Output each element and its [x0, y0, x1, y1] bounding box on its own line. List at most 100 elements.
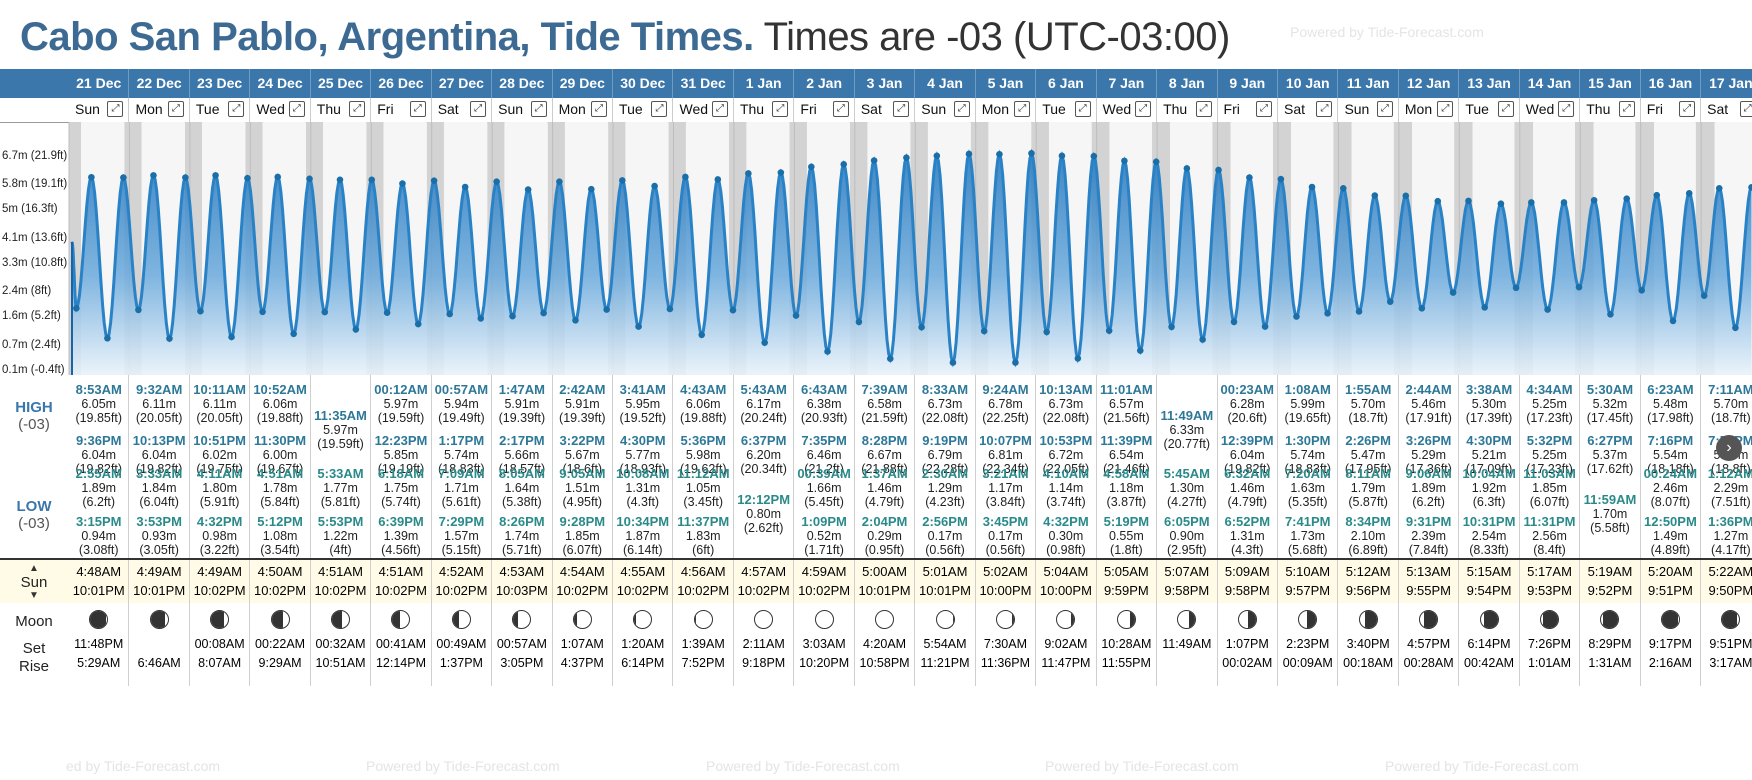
expand-icon[interactable]: ⤢	[530, 101, 547, 117]
tide-point[interactable]	[321, 308, 329, 316]
tide-point[interactable]	[556, 178, 563, 185]
tide-point[interactable]	[635, 323, 642, 330]
tide-point[interactable]	[352, 326, 360, 333]
tide-point[interactable]	[1230, 318, 1238, 326]
tide-point[interactable]	[1136, 347, 1144, 354]
tide-point[interactable]	[493, 178, 500, 185]
tide-point[interactable]	[1246, 174, 1253, 181]
expand-icon[interactable]: ⤢	[953, 101, 970, 117]
tide-point[interactable]	[840, 161, 848, 168]
tide-point[interactable]	[1277, 175, 1285, 183]
tide-point[interactable]	[980, 327, 988, 335]
tide-point[interactable]	[903, 154, 910, 162]
tide-point[interactable]	[259, 308, 266, 316]
tide-point[interactable]	[290, 330, 297, 338]
tide-point[interactable]	[1324, 310, 1331, 317]
tide-point[interactable]	[430, 177, 438, 185]
tide-point[interactable]	[572, 316, 579, 324]
tide-point[interactable]	[1168, 323, 1175, 331]
tide-point[interactable]	[1028, 150, 1035, 157]
tide-point[interactable]	[212, 172, 219, 179]
tide-point[interactable]	[1090, 152, 1098, 160]
tide-point[interactable]	[73, 305, 80, 312]
tide-point[interactable]	[1669, 317, 1677, 325]
tide-point[interactable]	[1293, 313, 1300, 320]
tide-point[interactable]	[120, 174, 127, 181]
expand-icon[interactable]: ⤢	[1014, 101, 1031, 117]
tide-point[interactable]	[651, 182, 658, 190]
tide-point[interactable]	[745, 170, 752, 177]
tide-point[interactable]	[88, 173, 95, 181]
expand-icon[interactable]: ⤢	[349, 101, 366, 117]
tide-point[interactable]	[1638, 287, 1646, 294]
tide-point[interactable]	[166, 335, 173, 342]
tide-point[interactable]	[1371, 192, 1379, 199]
tide-point[interactable]	[1685, 190, 1693, 197]
tide-point[interactable]	[1418, 305, 1426, 312]
tide-point[interactable]	[1590, 196, 1598, 204]
expand-icon[interactable]: ⤢	[711, 101, 728, 117]
tide-point[interactable]	[383, 309, 391, 317]
tide-point[interactable]	[368, 176, 376, 184]
tide-point[interactable]	[414, 320, 422, 328]
tide-point[interactable]	[1043, 328, 1050, 336]
tide-point[interactable]	[1105, 327, 1113, 334]
expand-icon[interactable]: ⤢	[893, 101, 910, 117]
expand-icon[interactable]: ⤢	[1558, 101, 1575, 117]
expand-icon[interactable]: ⤢	[167, 101, 184, 117]
tide-point[interactable]	[792, 312, 800, 319]
tide-point[interactable]	[1355, 308, 1363, 315]
tide-point[interactable]	[808, 163, 815, 171]
expand-icon[interactable]: ⤢	[1074, 101, 1091, 117]
tide-point[interactable]	[104, 334, 111, 342]
expand-icon[interactable]: ⤢	[288, 101, 305, 117]
next-arrow-icon[interactable]: ›	[1716, 435, 1742, 461]
tide-point[interactable]	[1653, 191, 1661, 199]
tide-point[interactable]	[1528, 199, 1535, 206]
expand-icon[interactable]: ⤢	[591, 101, 608, 117]
tide-point[interactable]	[274, 173, 282, 181]
tide-point[interactable]	[1152, 158, 1160, 166]
tide-point[interactable]	[1434, 197, 1442, 205]
tide-point[interactable]	[1074, 355, 1082, 362]
tide-point[interactable]	[1700, 292, 1708, 300]
tide-point[interactable]	[714, 176, 722, 183]
tide-point[interactable]	[244, 174, 251, 182]
expand-icon[interactable]: ⤢	[651, 101, 668, 117]
expand-icon[interactable]: ⤢	[1497, 101, 1514, 117]
tide-point[interactable]	[886, 355, 894, 363]
tide-point[interactable]	[761, 339, 768, 346]
tide-point[interactable]	[1121, 157, 1128, 165]
expand-icon[interactable]: ⤢	[1437, 101, 1454, 117]
expand-icon[interactable]: ⤢	[1679, 101, 1696, 117]
tide-point[interactable]	[1215, 166, 1222, 174]
tide-point[interactable]	[1308, 183, 1316, 191]
expand-icon[interactable]: ⤢	[1316, 101, 1333, 117]
tide-point[interactable]	[1715, 184, 1723, 192]
tide-point[interactable]	[182, 174, 189, 181]
tide-point[interactable]	[1481, 304, 1489, 311]
tide-point[interactable]	[1261, 323, 1269, 330]
tide-point[interactable]	[150, 172, 157, 179]
expand-icon[interactable]: ⤢	[1376, 101, 1393, 117]
tide-point[interactable]	[1623, 195, 1631, 202]
expand-icon[interactable]: ⤢	[1739, 101, 1752, 117]
tide-point[interactable]	[135, 306, 142, 314]
tide-point[interactable]	[855, 318, 863, 326]
tide-point[interactable]	[477, 315, 485, 322]
tide-point[interactable]	[1402, 192, 1410, 200]
expand-icon[interactable]: ⤢	[1135, 101, 1152, 117]
tide-point[interactable]	[399, 180, 406, 187]
expand-icon[interactable]: ⤢	[1618, 101, 1635, 117]
tide-point[interactable]	[1497, 200, 1505, 208]
tide-point[interactable]	[603, 306, 610, 313]
expand-icon[interactable]: ⤢	[772, 101, 789, 117]
tide-point[interactable]	[1465, 197, 1472, 205]
tide-point[interactable]	[1607, 310, 1614, 318]
tide-point[interactable]	[461, 183, 469, 191]
tide-point[interactable]	[870, 157, 878, 164]
tide-point[interactable]	[996, 150, 1003, 158]
tide-point[interactable]	[698, 331, 706, 339]
tide-point[interactable]	[228, 333, 235, 341]
expand-icon[interactable]: ⤢	[409, 101, 426, 117]
